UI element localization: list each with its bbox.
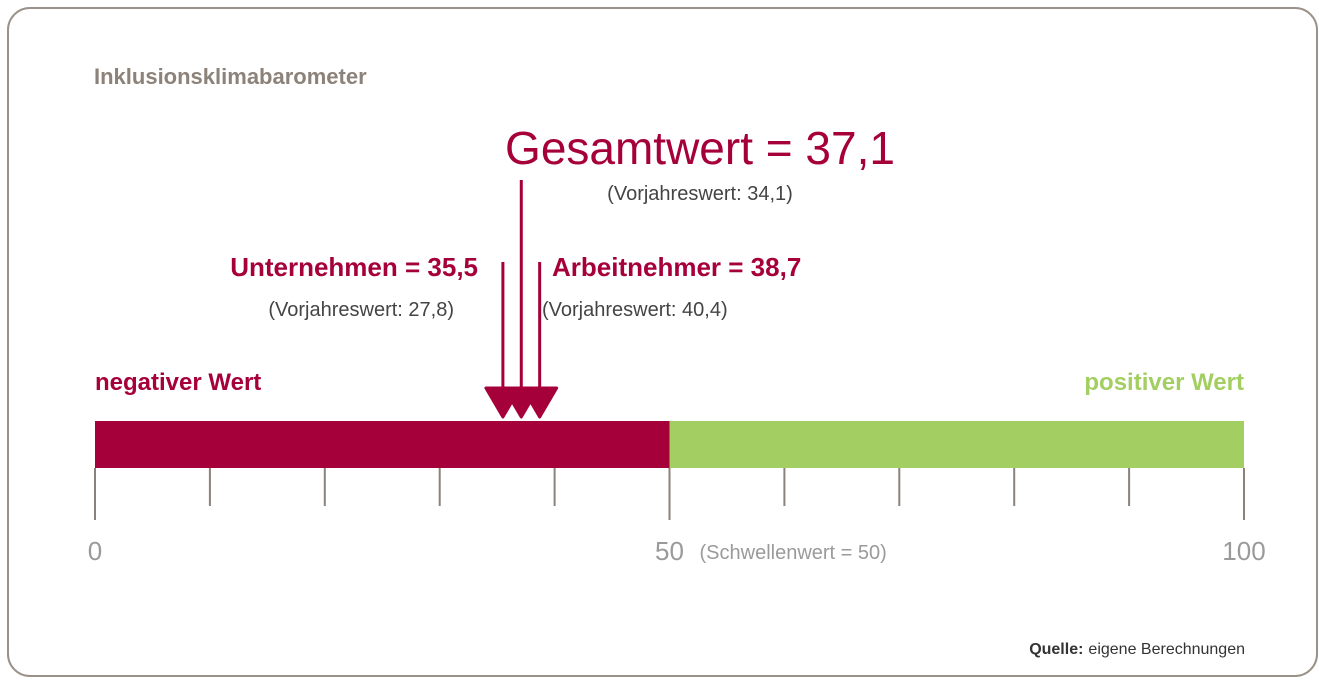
segment-label: negativer Wert xyxy=(95,369,261,396)
previous-label: (Vorjahreswert: 34,1) xyxy=(607,183,793,205)
x-tick-label: 0 xyxy=(88,536,102,566)
chart-title: Inklusionsklimabarometer xyxy=(94,64,367,89)
source-label: Quelle: xyxy=(1029,641,1083,658)
previous-label: (Vorjahreswert: 27,8) xyxy=(268,299,454,321)
x-tick-label: 50 xyxy=(655,536,684,566)
marker-arrow xyxy=(521,386,559,419)
x-tick-label: 100 xyxy=(1222,536,1265,566)
marker-label: Arbeitnehmer = 38,7 xyxy=(552,252,801,282)
frame xyxy=(7,7,1318,677)
segment xyxy=(95,421,670,468)
marker-label: Gesamtwert = 37,1 xyxy=(505,122,895,174)
threshold-label: (Schwellenwert = 50) xyxy=(700,542,887,564)
segment xyxy=(669,421,1244,468)
marker-arrow xyxy=(484,386,522,419)
previous-label: (Vorjahreswert: 40,4) xyxy=(542,299,728,321)
segment-label: positiver Wert xyxy=(1084,369,1244,396)
marker-label: Unternehmen = 35,5 xyxy=(230,252,478,282)
source-text: eigene Berechnungen xyxy=(1088,641,1245,658)
source: Quelle: eigene Berechnungen xyxy=(1029,641,1245,658)
